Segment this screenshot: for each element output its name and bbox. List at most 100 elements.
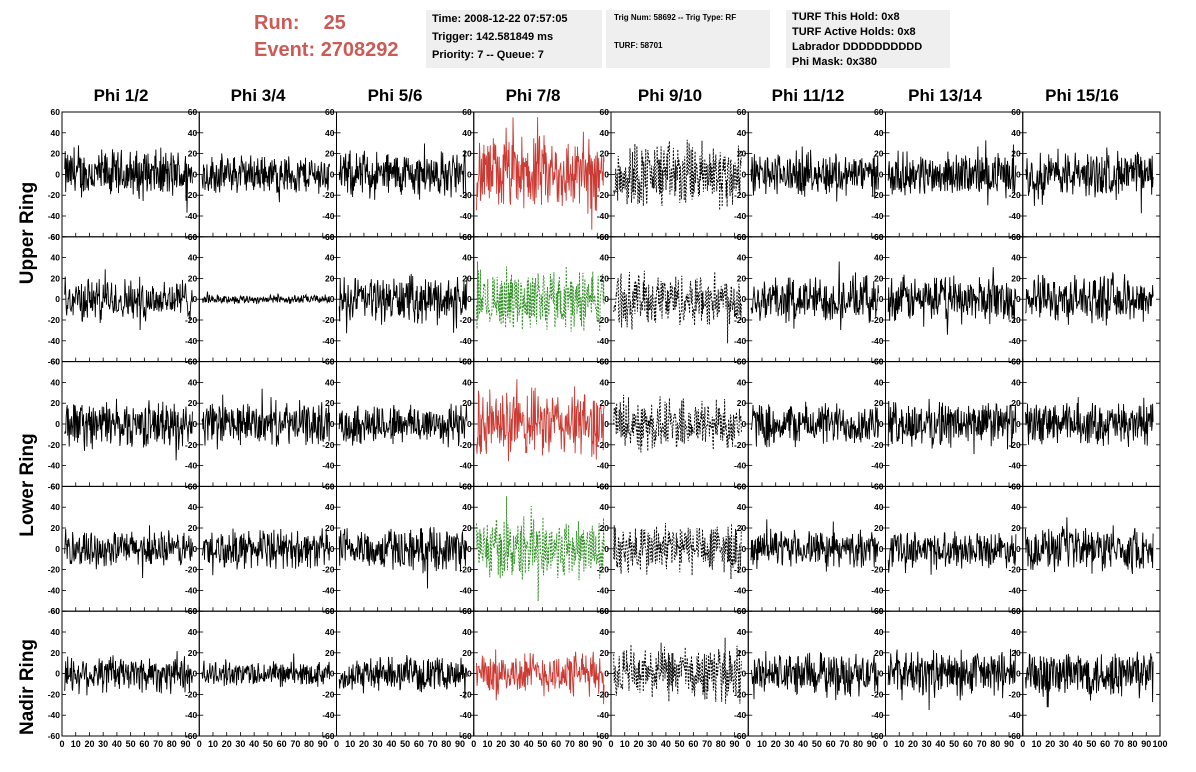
y-tick-label-r1-c2-4: 20 xyxy=(325,273,335,283)
x-tick-label-c0-1: 10 xyxy=(71,739,81,749)
y-tick-label-r1-c5-2: -20 xyxy=(734,315,747,325)
y-tick-label-r0-c1-5: 40 xyxy=(188,128,198,138)
x-tick-label-c3-4: 40 xyxy=(524,739,534,749)
waveform-r4-c7 xyxy=(1025,651,1154,708)
y-tick-label-r2-c2-6: 60 xyxy=(325,357,335,367)
y-tick-label-r1-c5-1: -40 xyxy=(734,336,747,346)
y-tick-label-r4-c3-6: 60 xyxy=(462,606,472,616)
x-tick-label-c7-7: 70 xyxy=(1114,739,1124,749)
x-tick-label-c1-3: 30 xyxy=(235,739,245,749)
y-tick-label-r4-c5-1: -40 xyxy=(734,710,747,720)
x-tick-label-c7-2: 20 xyxy=(1045,739,1055,749)
waveform-r3-c6 xyxy=(887,531,1017,575)
y-tick-label-r4-c2-4: 20 xyxy=(325,648,335,658)
x-tick-label-c3-2: 20 xyxy=(496,739,506,749)
y-tick-label-r4-c0-3: 0 xyxy=(55,669,60,679)
y-tick-label-r4-c1-1: -40 xyxy=(185,710,198,720)
y-tick-label-r0-c3-6: 60 xyxy=(462,107,472,117)
y-tick-label-r3-c5-1: -40 xyxy=(734,585,747,595)
column-label-phi-9-10: Phi 9/10 xyxy=(637,86,703,105)
y-tick-label-r0-c3-4: 20 xyxy=(462,149,472,159)
y-tick-label-r3-c3-2: -20 xyxy=(459,565,472,575)
y-tick-label-r3-c3-3: 0 xyxy=(467,544,472,554)
y-tick-label-r3-c2-2: -20 xyxy=(322,565,335,575)
y-tick-label-r0-c0-3: 0 xyxy=(55,169,60,179)
y-tick-label-r4-c7-0: -60 xyxy=(1008,731,1021,741)
y-tick-label-r0-c1-4: 20 xyxy=(188,149,198,159)
waveform-r1-c0 xyxy=(64,269,193,331)
waveform-r4-c5 xyxy=(750,651,880,701)
waveform-r3-c1 xyxy=(201,528,331,576)
y-tick-label-r1-c3-3: 0 xyxy=(467,294,472,304)
y-tick-label-r1-c7-2: -20 xyxy=(1008,315,1021,325)
y-tick-label-r4-c0-5: 40 xyxy=(51,627,61,637)
y-tick-label-r4-c6-0: -60 xyxy=(871,731,884,741)
y-tick-label-r3-c4-2: -20 xyxy=(597,565,610,575)
y-tick-label-r1-c2-2: -20 xyxy=(322,315,335,325)
y-tick-label-r1-c3-5: 40 xyxy=(462,253,472,263)
y-tick-label-r1-c4-2: -20 xyxy=(597,315,610,325)
y-tick-label-r2-c3-2: -20 xyxy=(459,440,472,450)
y-tick-label-r2-c5-1: -40 xyxy=(734,461,747,471)
turf-line: TURF: 58701 xyxy=(614,41,663,50)
y-tick-label-r4-c2-2: -20 xyxy=(322,689,335,699)
y-tick-label-r4-c4-0: -60 xyxy=(597,731,610,741)
y-tick-label-r2-c1-4: 20 xyxy=(188,398,198,408)
y-tick-label-r2-c6-5: 40 xyxy=(874,377,884,387)
time-info-box: Time: 2008-12-22 07:57:05 Trigger: 142.5… xyxy=(426,10,602,68)
y-tick-label-r2-c0-4: 20 xyxy=(51,398,61,408)
y-tick-label-r3-c4-3: 0 xyxy=(604,544,609,554)
y-tick-label-r0-c0-0: -60 xyxy=(48,232,61,242)
y-tick-label-r2-c5-5: 40 xyxy=(737,377,747,387)
y-tick-label-r4-c4-4: 20 xyxy=(600,648,610,658)
y-tick-label-r1-c3-2: -20 xyxy=(459,315,472,325)
y-tick-label-r1-c0-5: 40 xyxy=(51,253,61,263)
y-tick-label-r4-c5-6: 60 xyxy=(737,606,747,616)
waveform-r2-c2 xyxy=(338,403,468,448)
y-tick-label-r1-c2-6: 60 xyxy=(325,232,335,242)
y-tick-label-r4-c6-5: 40 xyxy=(874,627,884,637)
x-tick-label-c3-9: 90 xyxy=(592,739,602,749)
waveform-r3-c0 xyxy=(64,525,193,579)
y-tick-label-r3-c0-1: -40 xyxy=(48,585,61,595)
y-tick-label-r3-c1-4: 20 xyxy=(188,523,198,533)
x-tick-label-c0-6: 60 xyxy=(139,739,149,749)
y-tick-label-r1-c6-2: -20 xyxy=(871,315,884,325)
y-tick-label-r4-c3-0: -60 xyxy=(459,731,472,741)
y-tick-label-r4-c2-6: 60 xyxy=(325,606,335,616)
y-tick-label-r3-c0-2: -20 xyxy=(48,565,61,575)
y-tick-label-r3-c7-5: 40 xyxy=(1011,502,1021,512)
y-tick-label-r4-c5-3: 0 xyxy=(742,669,747,679)
y-tick-label-r4-c2-5: 40 xyxy=(325,627,335,637)
waveform-r0-c0 xyxy=(64,145,193,213)
y-tick-label-r1-c1-5: 40 xyxy=(188,253,198,263)
y-tick-label-r2-c0-1: -40 xyxy=(48,461,61,471)
y-tick-label-r0-c4-4: 20 xyxy=(600,149,610,159)
x-tick-label-c2-0: 0 xyxy=(334,739,339,749)
y-tick-label-r2-c3-3: 0 xyxy=(467,419,472,429)
y-tick-label-r2-c0-2: -20 xyxy=(48,440,61,450)
waveform-r1-c1 xyxy=(201,291,331,305)
y-tick-label-r2-c4-2: -20 xyxy=(597,440,610,450)
y-tick-label-r3-c5-4: 20 xyxy=(737,523,747,533)
x-tick-label-c1-7: 70 xyxy=(290,739,300,749)
column-label-phi-15-16: Phi 15/16 xyxy=(1045,86,1119,105)
x-tick-label-c4-3: 30 xyxy=(647,739,657,749)
y-tick-label-r0-c0-2: -20 xyxy=(48,190,61,200)
y-tick-label-r3-c7-3: 0 xyxy=(1016,544,1021,554)
waveform-r4-c3 xyxy=(476,649,605,705)
y-tick-label-r3-c1-6: 60 xyxy=(188,481,198,491)
y-tick-label-r1-c1-4: 20 xyxy=(188,273,198,283)
y-tick-label-r3-c6-2: -20 xyxy=(871,565,884,575)
y-tick-label-r1-c5-6: 60 xyxy=(737,232,747,242)
x-tick-label-c3-3: 30 xyxy=(510,739,520,749)
y-tick-label-r4-c1-6: 60 xyxy=(188,606,198,616)
x-tick-label-c5-8: 80 xyxy=(853,739,863,749)
y-tick-label-r3-c2-3: 0 xyxy=(330,544,335,554)
y-tick-label-r2-c4-3: 0 xyxy=(604,419,609,429)
y-tick-label-r3-c6-6: 60 xyxy=(874,481,884,491)
y-tick-label-r4-c6-1: -40 xyxy=(871,710,884,720)
y-tick-label-r3-c2-6: 60 xyxy=(325,481,335,491)
x-tick-label-c0-7: 70 xyxy=(153,739,163,749)
